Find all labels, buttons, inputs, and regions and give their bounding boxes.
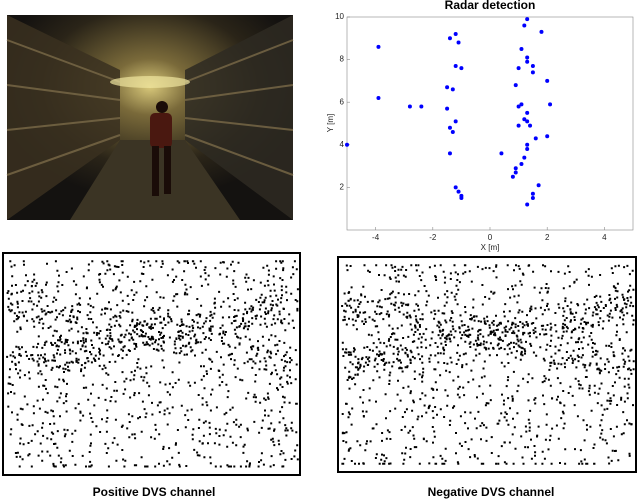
point — [459, 196, 464, 201]
camera-photo — [6, 15, 294, 220]
chart-title: Radar detection — [445, 0, 536, 12]
x-axis-label: X [m] — [481, 243, 500, 252]
point — [522, 117, 527, 122]
point — [536, 183, 541, 188]
point — [513, 170, 518, 175]
plot-frame — [346, 16, 634, 231]
point — [545, 134, 550, 139]
point — [450, 130, 455, 135]
x-tick-label: 2 — [545, 233, 550, 242]
y-tick-label: 8 — [340, 55, 345, 64]
point — [516, 66, 521, 71]
point — [453, 185, 458, 190]
point — [453, 119, 458, 124]
point — [516, 104, 521, 109]
point — [453, 32, 458, 37]
point — [447, 36, 452, 41]
point — [533, 136, 538, 141]
point — [445, 85, 450, 90]
y-tick-label: 2 — [340, 183, 345, 192]
point — [376, 44, 381, 49]
point — [345, 142, 349, 147]
point — [548, 102, 553, 107]
point — [510, 174, 515, 179]
point — [525, 119, 530, 124]
point — [519, 161, 524, 166]
point — [525, 142, 530, 147]
point — [539, 29, 544, 34]
point — [522, 155, 527, 160]
point — [525, 110, 530, 115]
caption: Negative DVS channel — [428, 485, 555, 499]
point — [459, 66, 464, 71]
point — [530, 196, 535, 201]
point — [450, 87, 455, 92]
dvs-panel — [337, 256, 637, 473]
x-tick-label: 0 — [488, 233, 493, 242]
y-axis-label: Y [m] — [326, 114, 335, 133]
point — [407, 104, 412, 109]
point — [522, 23, 527, 28]
point — [545, 78, 550, 83]
point — [519, 102, 524, 107]
point — [447, 125, 452, 130]
point — [456, 189, 461, 194]
x-tick-label: -4 — [372, 233, 380, 242]
point — [525, 55, 530, 60]
point — [453, 63, 458, 68]
point — [528, 123, 533, 128]
point — [456, 40, 461, 45]
point — [376, 95, 381, 100]
y-tick-label: 6 — [340, 97, 345, 106]
point — [530, 70, 535, 75]
point — [513, 83, 518, 88]
point — [530, 63, 535, 68]
x-tick-label: -2 — [429, 233, 437, 242]
dvs-panel — [2, 252, 301, 476]
scatter-plot: Radar detection X [m] Y [m] -4 -2 0 2 4 2 4 6 8 1… — [326, 0, 634, 252]
point — [516, 123, 521, 128]
x-tick-label: 4 — [602, 233, 607, 242]
point — [525, 17, 530, 22]
caption: Positive DVS channel — [93, 485, 216, 499]
point — [519, 46, 524, 51]
y-tick-label: 10 — [335, 12, 344, 21]
point — [447, 151, 452, 156]
point — [419, 104, 424, 109]
point — [525, 202, 530, 207]
y-tick-label: 4 — [340, 140, 345, 149]
point — [530, 191, 535, 196]
point — [525, 59, 530, 64]
point — [525, 147, 530, 152]
point — [499, 151, 504, 156]
event-noise — [6, 260, 299, 468]
point — [513, 166, 518, 171]
point — [445, 106, 450, 111]
